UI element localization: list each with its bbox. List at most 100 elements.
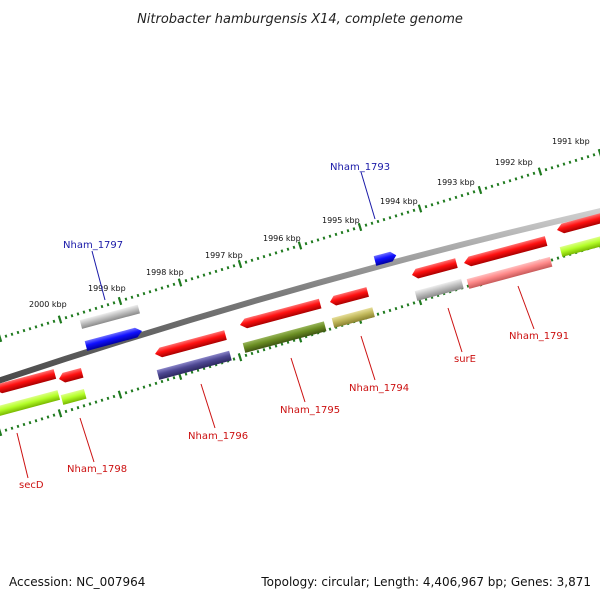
minor-tick — [244, 353, 248, 357]
minor-tick — [184, 279, 188, 283]
label-leaders — [16, 171, 535, 479]
minor-tick — [166, 284, 170, 288]
minor-tick — [256, 256, 260, 261]
gene-arrow-forward[interactable] — [84, 326, 144, 351]
gene-labels: Nham_1797 Nham_1793 secD Nham_1798 Nham_… — [19, 162, 569, 491]
gene-label-nham-1797[interactable]: Nham_1797 — [63, 240, 123, 251]
gene-label-nham-1794[interactable]: Nham_1794 — [349, 383, 409, 394]
minor-tick — [82, 404, 86, 408]
minor-tick — [334, 232, 338, 237]
minor-tick — [70, 407, 74, 412]
gene-label-nham-1793[interactable]: Nham_1793 — [330, 162, 390, 173]
minor-tick — [388, 308, 392, 313]
gene-arrow-reverse[interactable] — [58, 367, 84, 384]
gene-feature-olive[interactable] — [242, 321, 327, 353]
minor-tick — [250, 258, 254, 262]
minor-tick — [454, 195, 458, 200]
minor-tick — [388, 216, 392, 220]
gene-feature-pink[interactable] — [466, 256, 553, 289]
gene-arrow-reverse[interactable] — [239, 298, 322, 330]
minor-tick — [556, 164, 560, 168]
gene-label-secd[interactable]: secD — [19, 480, 44, 491]
minor-tick — [16, 330, 20, 335]
minor-tick — [490, 184, 494, 188]
gene-feature-gray[interactable] — [79, 304, 140, 329]
major-tick — [117, 296, 123, 306]
minor-tick — [430, 203, 434, 207]
minor-tick — [526, 173, 530, 177]
gene-arrow-reverse[interactable] — [411, 258, 458, 280]
minor-tick — [46, 321, 50, 325]
minor-tick — [250, 351, 254, 356]
gene-feature-khaki[interactable] — [331, 307, 375, 328]
minor-tick — [580, 156, 584, 161]
leader-line — [447, 307, 463, 353]
minor-tick — [70, 314, 74, 318]
minor-tick — [394, 306, 398, 311]
minor-tick — [4, 334, 8, 338]
gene-arrow-reverse[interactable] — [463, 236, 548, 268]
genome-backbone — [0, 208, 600, 384]
minor-tick — [508, 179, 512, 183]
gene-arrow-reverse[interactable] — [329, 287, 369, 307]
minor-tick — [34, 419, 38, 423]
major-tick — [57, 409, 63, 418]
minor-tick — [424, 205, 428, 209]
tick-label: 1995 kbp — [322, 216, 360, 225]
leader-line — [517, 285, 535, 330]
minor-tick — [64, 316, 68, 320]
minor-tick — [412, 208, 416, 212]
minor-tick — [88, 308, 92, 312]
minor-tick — [142, 291, 146, 296]
minor-tick — [184, 372, 188, 376]
gene-feature-lime[interactable] — [0, 390, 61, 417]
minor-tick — [160, 379, 164, 384]
minor-tick — [112, 394, 116, 399]
gene-arrow-reverse[interactable] — [154, 330, 227, 359]
minor-tick — [466, 192, 470, 196]
minor-tick — [376, 219, 380, 224]
tick-label: 1994 kbp — [380, 197, 418, 206]
gene-feature-slate[interactable] — [156, 350, 232, 380]
gene-feature-gray[interactable] — [414, 278, 464, 301]
gene-label-nham-1795[interactable]: Nham_1795 — [280, 405, 340, 416]
minor-tick — [148, 290, 152, 294]
gene-label-nham-1796[interactable]: Nham_1796 — [188, 431, 248, 442]
minor-tick — [130, 295, 134, 299]
minor-tick — [400, 305, 404, 309]
tick-label: 1991 kbp — [552, 137, 590, 146]
minor-tick — [292, 245, 296, 249]
minor-tick — [136, 293, 140, 298]
major-tick — [57, 315, 63, 324]
gene-arrow-reverse[interactable] — [556, 209, 600, 235]
gene-label-sure[interactable]: surE — [454, 354, 476, 365]
major-tick — [0, 428, 3, 437]
gene-arrow-reverse[interactable] — [0, 369, 57, 395]
gene-label-nham-1798[interactable]: Nham_1798 — [67, 464, 127, 475]
minor-tick — [40, 323, 44, 327]
minor-tick — [172, 282, 176, 286]
minor-tick — [256, 349, 260, 354]
minor-tick — [40, 417, 44, 421]
minor-tick — [268, 346, 272, 350]
minor-tick — [544, 168, 548, 172]
minor-tick — [406, 303, 410, 307]
minor-tick — [82, 310, 86, 314]
minor-tick — [142, 385, 146, 389]
gene-arrow-forward[interactable] — [373, 250, 398, 266]
leader-line — [360, 171, 376, 220]
minor-tick — [112, 301, 116, 305]
major-tick — [237, 353, 243, 362]
minor-tick — [190, 370, 194, 374]
minor-tick — [436, 201, 440, 205]
minor-tick — [154, 288, 158, 292]
gene-label-nham-1791[interactable]: Nham_1791 — [509, 331, 569, 342]
minor-tick — [562, 162, 566, 166]
gene-feature-lime[interactable] — [60, 388, 87, 405]
minor-tick — [556, 256, 560, 260]
leader-line — [360, 335, 376, 381]
minor-tick — [4, 428, 8, 432]
gene-feature-lime[interactable] — [559, 231, 600, 257]
minor-tick — [196, 275, 200, 279]
major-tick — [0, 334, 3, 343]
